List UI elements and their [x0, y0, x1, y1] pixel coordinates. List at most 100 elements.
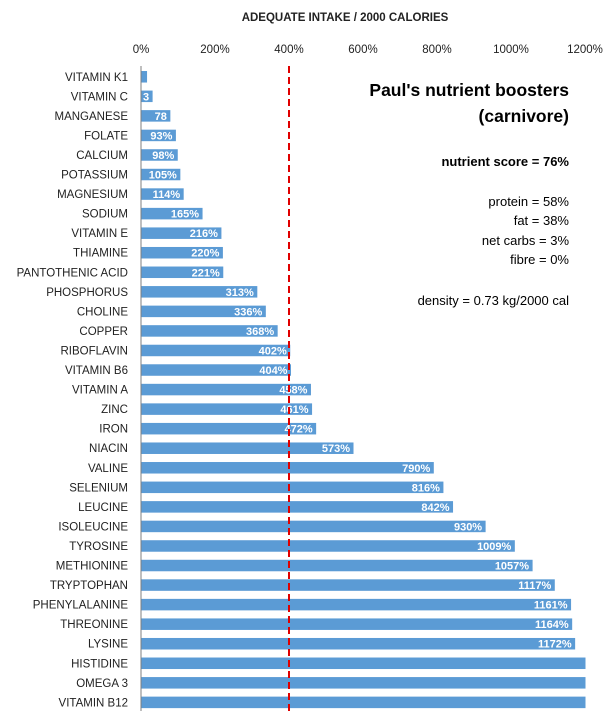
- category-label: PANTOTHENIC ACID: [17, 267, 128, 279]
- annotation-fibre: fibre = 0%: [510, 252, 569, 267]
- bar: [141, 364, 291, 376]
- category-label: VITAMIN B12: [59, 697, 128, 709]
- annotation-box: Paul's nutrient boosters (carnivore) nut…: [369, 80, 569, 308]
- bar: [141, 618, 573, 630]
- category-label: VITAMIN C: [71, 91, 128, 103]
- bar: [141, 540, 515, 552]
- category-label: HISTIDINE: [71, 658, 128, 670]
- value-label: 402%: [259, 345, 287, 357]
- bar: [141, 286, 258, 298]
- value-label: 105%: [149, 170, 177, 182]
- chart-title: ADEQUATE INTAKE / 2000 CALORIES: [242, 12, 449, 24]
- category-label: CALCIUM: [76, 150, 128, 162]
- category-label: TRYPTOPHAN: [50, 580, 128, 592]
- category-label: IRON: [99, 424, 128, 436]
- value-label: 1057%: [495, 561, 529, 573]
- value-label: 458%: [279, 385, 307, 397]
- value-label: 220%: [191, 248, 219, 260]
- bar: [141, 168, 181, 181]
- value-label: 368%: [246, 326, 274, 338]
- category-label: VITAMIN E: [71, 228, 128, 240]
- bar: [141, 266, 224, 279]
- value-label: 3: [143, 91, 149, 103]
- bar: [141, 110, 171, 122]
- category-label: ISOLEUCINE: [58, 521, 128, 533]
- category-label: THIAMINE: [73, 248, 128, 260]
- bar: [141, 696, 586, 709]
- bar: [141, 520, 486, 533]
- bar: [141, 462, 434, 474]
- bar: [141, 129, 176, 142]
- bar: [141, 481, 444, 494]
- category-label: VITAMIN A: [72, 385, 128, 397]
- value-label: 930%: [454, 521, 482, 533]
- category-label: VALINE: [88, 463, 128, 475]
- bar: [141, 422, 317, 435]
- value-label: 1164%: [535, 619, 569, 631]
- category-label: LEUCINE: [78, 502, 128, 514]
- bar: [141, 637, 576, 650]
- bar: [141, 149, 178, 161]
- value-label: 790%: [402, 463, 430, 475]
- bar: [141, 71, 148, 83]
- value-label: 114%: [153, 189, 181, 201]
- bars: [141, 71, 586, 709]
- value-label: 93%: [150, 130, 172, 142]
- category-label: OMEGA 3: [76, 678, 128, 690]
- bar: [141, 325, 278, 337]
- annotation-fat: fat = 38%: [514, 213, 570, 228]
- category-label: RIBOFLAVIN: [60, 345, 128, 357]
- value-label: 216%: [190, 228, 218, 240]
- x-tick-label: 200%: [200, 44, 229, 56]
- bar: [141, 383, 311, 396]
- value-label: 1117%: [518, 580, 551, 592]
- bar: [141, 246, 223, 259]
- category-label: THREONINE: [60, 619, 128, 631]
- x-axis-ticks: 0% 200% 400% 600% 800% 1000% 1200%: [133, 44, 603, 56]
- x-tick-label: 800%: [422, 44, 451, 56]
- annotation-net-carbs: net carbs = 3%: [482, 233, 570, 248]
- bar: [141, 188, 184, 200]
- value-label: 336%: [234, 306, 262, 318]
- value-label: 573%: [322, 443, 350, 455]
- category-label: METHIONINE: [56, 561, 129, 573]
- category-label: PHOSPHORUS: [46, 287, 128, 299]
- value-label: 461%: [280, 404, 308, 416]
- bar: [141, 559, 533, 572]
- category-label: SODIUM: [82, 209, 128, 221]
- value-label: 816%: [412, 482, 440, 494]
- value-label: 472%: [284, 424, 312, 436]
- category-label: TYROSINE: [69, 541, 128, 553]
- value-label: 1009%: [477, 541, 511, 553]
- value-label: 98%: [152, 150, 174, 162]
- bar: [141, 657, 586, 670]
- value-label: 1161%: [534, 600, 568, 612]
- category-label: NIACIN: [89, 443, 128, 455]
- value-label: 78: [155, 111, 167, 123]
- bar: [141, 442, 354, 454]
- x-tick-label: 600%: [348, 44, 377, 56]
- category-label: VITAMIN B6: [65, 365, 128, 377]
- bar: [141, 90, 153, 103]
- category-label: POTASSIUM: [61, 170, 128, 182]
- x-tick-label: 1200%: [567, 44, 603, 56]
- value-label: 404%: [259, 365, 287, 377]
- x-tick-label: 0%: [133, 44, 150, 56]
- annotation-protein: protein = 58%: [488, 194, 569, 209]
- x-tick-label: 400%: [274, 44, 303, 56]
- annotation-title-line1: Paul's nutrient boosters: [369, 80, 569, 100]
- value-labels: 3 78 93% 98% 105% 114% 165% 216% 220% 221% 313% 336…: [143, 91, 572, 650]
- bar: [141, 403, 313, 415]
- value-label: 165%: [171, 209, 199, 221]
- bar: [141, 305, 266, 318]
- category-label: MAGNESIUM: [57, 189, 128, 201]
- value-label: 221%: [192, 267, 220, 279]
- category-label: CHOLINE: [77, 306, 128, 318]
- bar: [141, 579, 555, 591]
- bar: [141, 598, 572, 611]
- bar: [141, 344, 291, 357]
- bar: [141, 677, 586, 689]
- bar: [141, 207, 203, 220]
- category-label: PHENYLALANINE: [33, 600, 129, 612]
